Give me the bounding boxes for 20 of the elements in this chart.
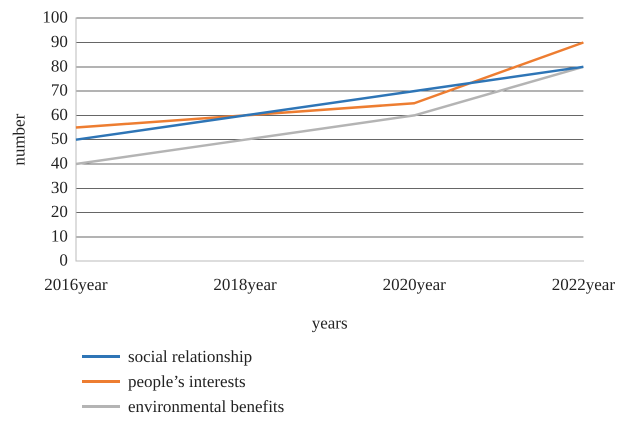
y-tick-label: 80 bbox=[50, 56, 68, 76]
y-tick-label: 10 bbox=[50, 226, 68, 246]
legend-label: people’s interests bbox=[128, 372, 246, 392]
y-tick-label: 40 bbox=[50, 153, 68, 172]
y-tick-label: 30 bbox=[50, 178, 68, 197]
x-tick-label: 2022year bbox=[552, 274, 616, 294]
y-tick-label: 70 bbox=[50, 80, 68, 100]
y-tick-label: 100 bbox=[42, 8, 68, 27]
y-tick-label: 60 bbox=[50, 104, 68, 124]
y-tick-label: 50 bbox=[50, 129, 68, 148]
y-tick-label: 20 bbox=[50, 202, 68, 222]
y-tick-label: 0 bbox=[59, 250, 68, 270]
y-axis-title: number bbox=[10, 113, 29, 166]
legend-label: environmental benefits bbox=[128, 396, 284, 416]
legend-label: social relationship bbox=[128, 346, 252, 366]
x-tick-label: 2020year bbox=[382, 274, 446, 294]
x-tick-label: 2016year bbox=[44, 274, 108, 294]
y-tick-label: 90 bbox=[50, 32, 68, 51]
x-axis-title: years bbox=[312, 313, 348, 332]
x-tick-label: 2018year bbox=[213, 274, 278, 294]
